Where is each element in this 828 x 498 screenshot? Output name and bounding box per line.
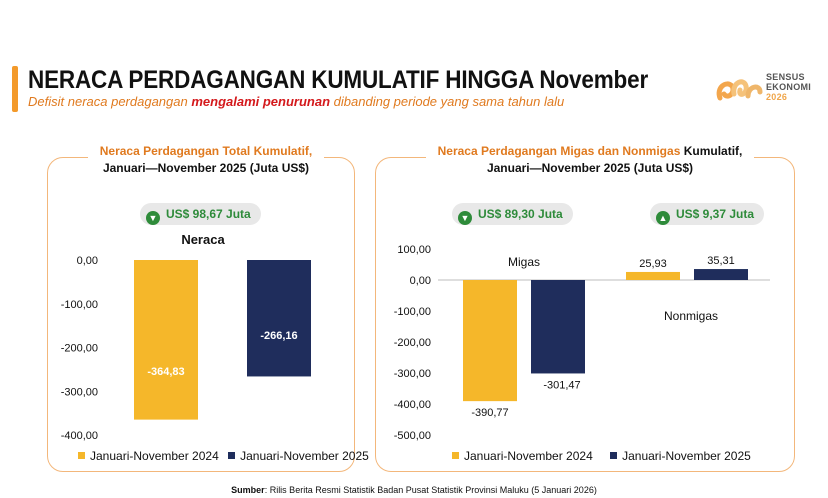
bar-1 bbox=[247, 260, 311, 377]
legend-swatch-2025 bbox=[610, 452, 618, 459]
y-tick-label: -300,00 bbox=[61, 386, 98, 398]
migas-delta-pill: ▼ US$ 89,30 Juta bbox=[452, 203, 573, 225]
source-text: : Rilis Berita Resmi Statistik Badan Pus… bbox=[264, 485, 597, 495]
source-label: Sumber bbox=[231, 485, 265, 495]
bar-nonmigas-0 bbox=[626, 271, 680, 280]
right-panel-title: Neraca Perdagangan Migas dan Nonmigas Ku… bbox=[426, 143, 754, 177]
legend-label-2024: Januari-November 2024 bbox=[90, 449, 219, 463]
bar-migas-0 bbox=[463, 280, 517, 402]
bar-value-label: -390,77 bbox=[471, 407, 508, 419]
bar-value-label: 25,93 bbox=[639, 258, 667, 270]
source-note: Sumber: Rilis Berita Resmi Statistik Bad… bbox=[0, 485, 828, 495]
arrow-down-icon: ▼ bbox=[458, 211, 472, 225]
sensus-ekonomi-logo: SENSUS EKONOMI 2026 bbox=[714, 70, 814, 106]
subtitle-pre: Defisit neraca perdagangan bbox=[28, 94, 192, 109]
subtitle-post: dibanding periode yang sama tahun lalu bbox=[330, 94, 565, 109]
right-chart: 100,00 0,00 -100,00 -200,00 -300,00 -400,00 -5… bbox=[394, 244, 770, 442]
y-tick-label: 0,00 bbox=[410, 275, 431, 287]
bar-value-label: -364,83 bbox=[147, 366, 184, 378]
legend-label-2025: Januari-November 2025 bbox=[240, 449, 369, 463]
right-legend: Januari-November 2024 Januari-November 2… bbox=[452, 449, 751, 463]
y-tick-label: 0,00 bbox=[77, 255, 98, 267]
y-tick-label: -100,00 bbox=[394, 306, 431, 318]
right-title-orange: Neraca Perdagangan Migas dan Nonmigas bbox=[437, 144, 681, 158]
left-title-line1: Neraca Perdagangan Total Kumulatif, bbox=[99, 144, 313, 158]
arrow-down-icon: ▼ bbox=[146, 211, 160, 225]
category-label-migas: Migas bbox=[508, 255, 540, 269]
y-tick-label: 100,00 bbox=[397, 244, 431, 256]
bar-value-label: -266,16 bbox=[260, 330, 297, 342]
migas-pill-text: US$ 89,30 Juta bbox=[478, 207, 563, 221]
y-tick-label: -200,00 bbox=[394, 337, 431, 349]
title-accent-bar bbox=[12, 66, 18, 112]
y-tick-label: -200,00 bbox=[61, 343, 98, 355]
bar-migas-1 bbox=[531, 280, 585, 374]
page-subtitle: Defisit neraca perdagangan mengalami pen… bbox=[28, 94, 564, 109]
bar-value-label: -301,47 bbox=[543, 379, 580, 391]
arrow-up-icon: ▲ bbox=[656, 211, 670, 225]
y-tick-label: -300,00 bbox=[394, 368, 431, 380]
left-legend: Januari-November 2024 Januari-November 2… bbox=[78, 449, 369, 463]
chart-title: Neraca bbox=[181, 232, 225, 247]
bar-value-label: 35,31 bbox=[707, 255, 735, 267]
legend-swatch-2024 bbox=[78, 452, 85, 459]
y-tick-label: -500,00 bbox=[394, 430, 431, 442]
bar-nonmigas-1 bbox=[694, 269, 748, 280]
logo-line1: SENSUS bbox=[766, 72, 805, 82]
y-tick-label: -400,00 bbox=[394, 399, 431, 411]
bar-0 bbox=[134, 260, 198, 420]
nonmigas-pill-text: US$ 9,37 Juta bbox=[676, 207, 755, 221]
top-band bbox=[0, 0, 828, 28]
legend-label-2024: Januari-November 2024 bbox=[464, 449, 593, 463]
logo-text: SENSUS EKONOMI 2026 bbox=[766, 72, 811, 102]
left-panel-title: Neraca Perdagangan Total Kumulatif, Janu… bbox=[88, 143, 324, 177]
left-pill-text: US$ 98,67 Juta bbox=[166, 207, 251, 221]
right-title-line2: Januari—November 2025 (Juta US$) bbox=[486, 161, 694, 175]
legend-label-2025: Januari-November 2025 bbox=[622, 449, 751, 463]
left-delta-pill: ▼ US$ 98,67 Juta bbox=[140, 203, 261, 225]
left-chart: 0,00 -100,00 -200,00 -300,00 -400,00 Neraca -3… bbox=[61, 232, 311, 442]
right-title-black1: Kumulatif, bbox=[680, 144, 743, 158]
subtitle-emphasis: mengalami penurunan bbox=[191, 94, 331, 109]
y-tick-label: -400,00 bbox=[61, 430, 98, 442]
legend-swatch-2025 bbox=[228, 452, 236, 459]
y-tick-label: -100,00 bbox=[61, 299, 98, 311]
left-title-line2: Januari—November 2025 (Juta US$) bbox=[102, 161, 310, 175]
legend-swatch-2024 bbox=[452, 452, 459, 459]
category-label-nonmigas: Nonmigas bbox=[664, 309, 718, 323]
logo-swirl-icon bbox=[716, 79, 763, 101]
logo-line2: EKONOMI bbox=[766, 82, 812, 92]
nonmigas-delta-pill: ▲ US$ 9,37 Juta bbox=[650, 203, 765, 225]
page-title: NERACA PERDAGANGAN KUMULATIF HINGGA Nove… bbox=[28, 66, 649, 94]
logo-line3: 2026 bbox=[766, 92, 788, 102]
